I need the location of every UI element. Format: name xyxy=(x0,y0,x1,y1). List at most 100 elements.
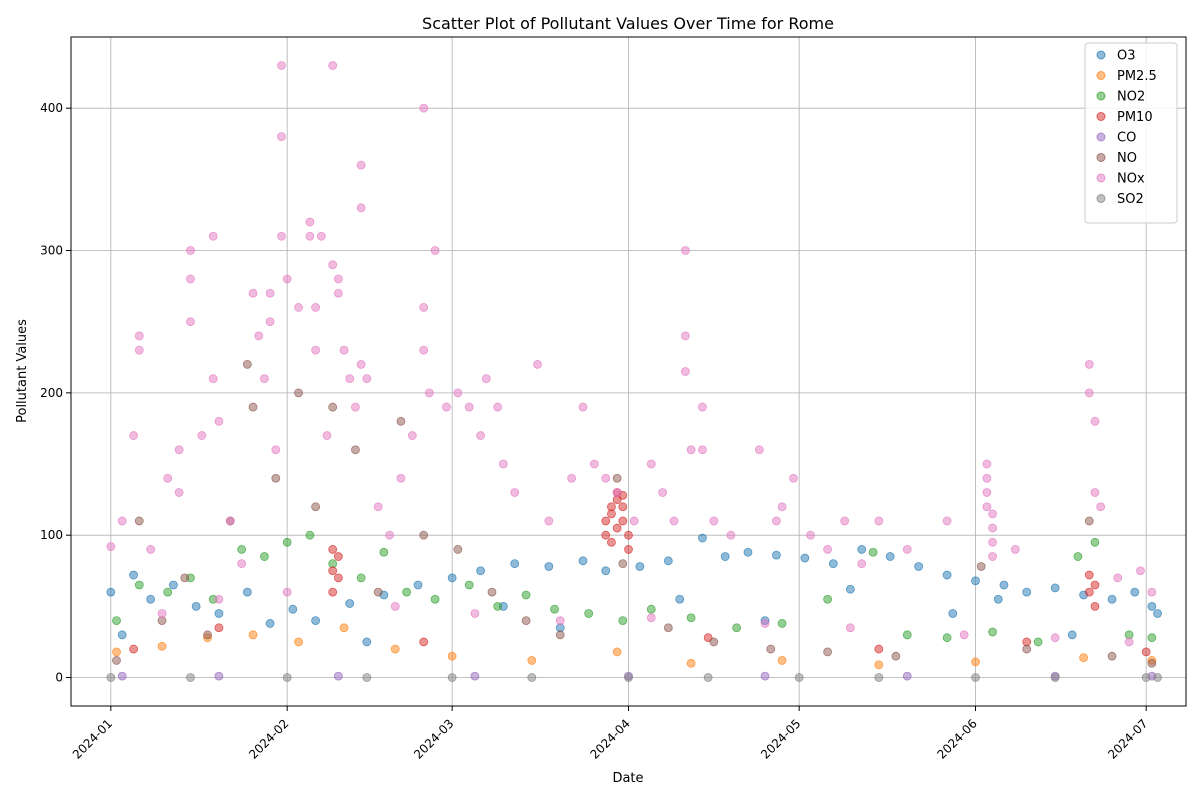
data-point xyxy=(646,459,656,469)
data-point xyxy=(1147,633,1157,643)
data-point xyxy=(988,552,997,561)
data-point xyxy=(942,570,952,580)
data-point xyxy=(1084,388,1094,398)
data-point xyxy=(339,345,349,355)
data-point xyxy=(271,473,281,483)
data-point xyxy=(362,637,372,647)
data-point xyxy=(197,431,207,440)
data-point xyxy=(134,345,144,355)
data-point xyxy=(265,619,275,628)
data-point xyxy=(914,562,924,571)
data-point xyxy=(390,644,400,654)
x-tick-label: 2024-06 xyxy=(935,716,980,761)
data-point xyxy=(874,673,884,682)
data-point xyxy=(174,445,184,455)
data-point xyxy=(481,374,491,384)
data-point xyxy=(470,609,480,618)
data-point xyxy=(971,576,980,586)
data-point xyxy=(845,623,855,633)
data-point xyxy=(351,445,360,455)
data-point xyxy=(1090,601,1100,611)
data-point xyxy=(823,545,833,554)
data-point xyxy=(1079,653,1089,663)
legend-label: PM2.5 xyxy=(1117,69,1157,84)
data-point xyxy=(464,580,474,590)
data-point xyxy=(129,431,138,440)
data-point xyxy=(680,367,690,376)
data-point xyxy=(686,445,696,455)
legend-marker xyxy=(1096,71,1106,80)
data-point xyxy=(806,530,815,540)
data-point xyxy=(942,516,952,526)
data-point xyxy=(976,562,986,571)
legend-label: NO xyxy=(1117,151,1137,166)
data-point xyxy=(282,587,292,597)
data-point xyxy=(265,317,275,327)
data-point xyxy=(726,530,736,540)
data-point xyxy=(225,516,235,526)
data-point xyxy=(1090,537,1100,547)
data-point xyxy=(1153,609,1162,618)
data-point xyxy=(328,566,338,576)
legend-label: CO xyxy=(1117,131,1136,146)
data-point xyxy=(328,61,338,70)
data-point xyxy=(333,671,343,681)
data-point xyxy=(356,203,366,213)
data-point xyxy=(1147,601,1157,611)
data-point xyxy=(618,616,628,625)
data-point xyxy=(942,633,952,643)
legend-marker xyxy=(1096,194,1106,203)
data-point xyxy=(493,402,503,412)
data-point xyxy=(396,416,406,426)
data-point xyxy=(294,637,303,647)
data-point xyxy=(874,516,884,526)
data-point xyxy=(106,542,116,551)
data-point xyxy=(328,587,338,597)
data-point xyxy=(777,619,787,628)
data-point xyxy=(106,673,116,682)
data-point xyxy=(186,274,195,284)
data-point xyxy=(493,601,503,611)
data-point xyxy=(959,630,969,640)
data-point xyxy=(521,616,531,625)
data-point xyxy=(277,231,286,241)
data-point xyxy=(356,160,366,170)
data-point xyxy=(311,502,321,512)
data-point xyxy=(362,374,372,384)
data-point xyxy=(777,502,787,512)
x-axis-ticks: 2024-01 2024-02 2024-03 2024-04 2024-05 2024-… xyxy=(70,706,1151,762)
y-axis-ticks: 0 100 200 300 400 xyxy=(40,101,71,685)
data-point xyxy=(663,623,673,633)
data-point xyxy=(1107,651,1117,661)
data-point xyxy=(646,613,656,623)
data-point xyxy=(271,445,281,455)
data-point xyxy=(356,573,366,583)
data-point xyxy=(800,553,810,563)
data-point xyxy=(1084,570,1094,580)
data-point xyxy=(430,246,440,255)
data-point xyxy=(419,530,429,540)
data-point xyxy=(988,523,997,533)
y-tick-label: 200 xyxy=(40,386,63,400)
data-point xyxy=(1084,516,1094,526)
data-point xyxy=(248,402,258,412)
data-point xyxy=(311,616,321,625)
data-point xyxy=(248,288,258,298)
data-point xyxy=(732,623,741,633)
data-point xyxy=(971,673,980,682)
data-point xyxy=(669,516,679,526)
data-point xyxy=(163,473,173,483)
data-point xyxy=(203,630,212,640)
data-point xyxy=(328,402,338,412)
data-point xyxy=(396,473,406,483)
data-point xyxy=(982,502,992,512)
data-point xyxy=(129,570,138,580)
data-point xyxy=(277,132,286,142)
data-point xyxy=(129,644,138,654)
data-point xyxy=(294,388,303,398)
y-axis-label: Pollutant Values xyxy=(15,319,30,423)
data-point xyxy=(254,331,264,341)
data-point xyxy=(447,573,457,583)
legend-label: O3 xyxy=(1117,49,1136,64)
data-point xyxy=(646,604,656,614)
